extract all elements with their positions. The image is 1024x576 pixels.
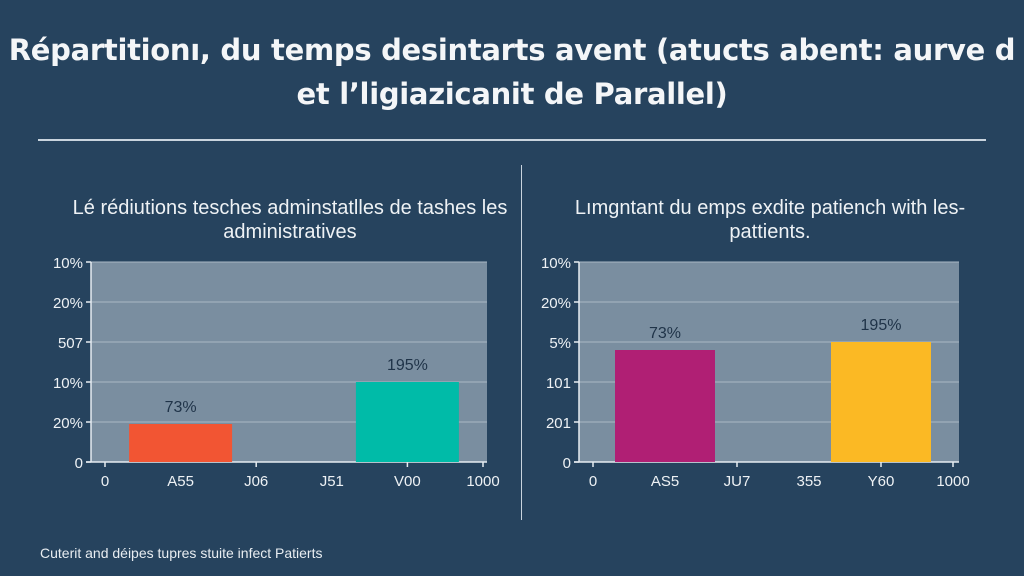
chart-1-y-tick-label: 20% [53,295,83,312]
chart-1-x-tick-label: 0 [101,473,109,490]
chart-1-x-tick-label: J06 [244,473,268,490]
chart-2-bar-label: 195% [861,317,902,334]
chart-2-bar-Y60 [831,342,931,462]
chart-1-x-tick-label: 1000 [466,473,499,490]
chart-2-x-tick-label: 0 [589,473,597,490]
chart-2-y-tick-label: 101 [546,375,571,392]
chart-2-bar-label: 73% [649,325,681,342]
chart-2-y-tick-label: 10% [541,255,571,272]
chart-1-bar-label: 73% [165,399,197,416]
chart-1-y-tick-label: 10% [53,255,83,272]
chart-1-y-tick-label: 0 [75,455,83,472]
footer-note: Cuterit and déipes tupres stuite infect … [40,545,323,561]
chart-2-y-tick-label: 5% [549,335,571,352]
chart-1-x-tick-label: J51 [320,473,344,490]
chart-2-y-tick-label: 201 [546,415,571,432]
chart-1-x-tick-label: V00 [394,473,421,490]
chart-1-y-tick-label: 10% [53,375,83,392]
chart-1-x-tick-label: A55 [167,473,194,490]
title-divider [38,139,986,141]
panel-divider [521,165,522,520]
chart-2-bar-AS5 [615,350,715,462]
chart-2-x-tick-label: 1000 [936,473,969,490]
chart-2-y-tick-label: 20% [541,295,571,312]
chart-2-x-tick-label: 355 [796,473,821,490]
chart-1-y-tick-label: 20% [53,415,83,432]
chart-1-bar-V00 [355,382,459,462]
chart-2-title: Lımgntant du emps exdite patiench with l… [574,197,966,243]
chart-2-x-tick-label: AS5 [651,473,679,490]
chart-1-title: Lé rédiutions tesches adminstatlles de t… [72,197,508,243]
chart-1-bar-label: 195% [387,357,428,374]
chart-2-x-tick-label: JU7 [724,473,751,490]
page-title: Répartitionı, du temps desintarts avent … [8,33,1016,111]
chart-2-y-tick-label: 0 [563,455,571,472]
chart-1-y-tick-label: 507 [58,335,83,352]
chart-2-x-tick-label: Y60 [868,473,895,490]
chart-1-bar-A55 [129,424,233,462]
